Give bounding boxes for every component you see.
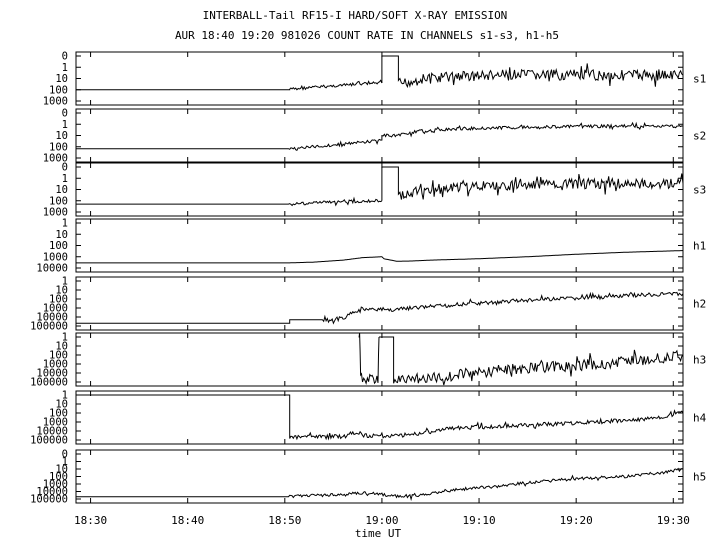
panels: 10001001010s110001001010s210001001010s31… [30, 51, 707, 506]
y-tick-label: 10 [55, 130, 68, 142]
series-line-s1 [76, 79, 383, 91]
y-tick-label: 1 [62, 119, 68, 131]
y-tick-label: 1000 [43, 303, 68, 315]
y-tick-label: 0 [62, 449, 68, 461]
y-tick-label: 10000 [36, 263, 68, 275]
x-tick-label: 18:50 [268, 514, 301, 527]
panel-frame-s2 [75, 108, 684, 163]
y-tick-label: 10 [55, 229, 68, 241]
panel-frame-h2 [75, 276, 684, 331]
y-tick-label: 10000 [36, 486, 68, 498]
series-line-h2 [76, 291, 684, 325]
panel-frame-h1 [75, 218, 684, 273]
channel-label-h3: h3 [693, 354, 706, 367]
y-tick-label: 100 [49, 141, 68, 153]
x-axis-label: time UT [355, 527, 402, 540]
y-tick-label: 1 [62, 173, 68, 185]
series-line-s3 [381, 166, 684, 201]
y-tick-label: 100 [49, 471, 68, 483]
series-line-h3 [358, 332, 380, 385]
y-tick-label: 100 [49, 350, 68, 362]
y-tick-label: 100 [49, 195, 68, 207]
y-tick-label: 10 [55, 341, 68, 353]
y-tick-label: 100 [49, 294, 68, 306]
panel-frame-h3 [75, 332, 684, 387]
x-tick-label: 18:40 [171, 514, 204, 527]
y-tick-label: 100000 [30, 321, 68, 333]
panel-frame-s3 [75, 162, 684, 217]
y-tick-label: 100 [49, 84, 68, 96]
y-tick-label: 1000 [43, 153, 68, 165]
y-tick-label: 10 [55, 464, 68, 476]
y-tick-label: 10 [55, 73, 68, 85]
x-tick-label: 19:30 [657, 514, 690, 527]
chart-title: INTERBALL-Tail RF15-I HARD/SOFT X-RAY EM… [203, 9, 508, 22]
channel-label-h2: h2 [693, 298, 706, 311]
x-tick-label: 18:30 [74, 514, 107, 527]
series-line-h3 [379, 336, 684, 386]
x-tick-label: 19:10 [462, 514, 495, 527]
y-tick-label: 10 [55, 399, 68, 411]
series-line-h5 [76, 467, 684, 502]
channel-label-h4: h4 [693, 412, 707, 425]
y-tick-label: 1000 [43, 96, 68, 108]
y-tick-label: 1000 [43, 207, 68, 219]
y-tick-label: 1000 [43, 479, 68, 491]
y-tick-label: 1 [62, 456, 68, 468]
channel-label-h1: h1 [693, 240, 706, 253]
y-tick-label: 1 [62, 62, 68, 74]
y-tick-label: 100 [49, 240, 68, 252]
y-tick-label: 10000 [36, 312, 68, 324]
y-tick-label: 1 [62, 276, 68, 288]
y-tick-label: 10000 [36, 368, 68, 380]
y-tick-label: 100000 [30, 377, 68, 389]
x-tick-label: 19:20 [560, 514, 593, 527]
series-line-s1 [381, 55, 684, 89]
y-tick-label: 10000 [36, 426, 68, 438]
y-tick-label: 1 [62, 218, 68, 230]
y-tick-label: 1 [62, 390, 68, 402]
series-line-h4 [76, 394, 684, 441]
panel-frame-s1 [75, 51, 684, 106]
y-tick-label: 100000 [30, 435, 68, 447]
channel-label-s2: s2 [693, 130, 706, 143]
panel-frame-h4 [75, 390, 684, 445]
y-tick-label: 1000 [43, 417, 68, 429]
chart-subtitle: AUR 18:40 19:20 981026 COUNT RATE IN CHA… [175, 29, 559, 42]
panel-frame-h5 [75, 449, 684, 504]
series-line-s2 [76, 121, 684, 151]
y-tick-label: 100 [49, 408, 68, 420]
y-tick-label: 10 [55, 285, 68, 297]
y-tick-label: 100000 [30, 494, 68, 506]
y-tick-label: 1000 [43, 359, 68, 371]
x-tick-label: 19:00 [365, 514, 398, 527]
channel-label-s3: s3 [693, 184, 706, 197]
y-tick-label: 10 [55, 184, 68, 196]
channel-label-h5: h5 [693, 471, 706, 484]
x-axis: 18:30 18:40 18:50 19:00 19:10 19:20 19:30 [74, 514, 690, 527]
y-tick-label: 0 [62, 51, 68, 63]
y-tick-label: 0 [62, 108, 68, 120]
y-tick-label: 1 [62, 332, 68, 344]
y-tick-label: 0 [62, 162, 68, 174]
series-line-h1 [76, 250, 684, 264]
series-line-s3 [76, 196, 383, 207]
y-tick-label: 1000 [43, 251, 68, 263]
channel-label-s1: s1 [693, 73, 706, 86]
